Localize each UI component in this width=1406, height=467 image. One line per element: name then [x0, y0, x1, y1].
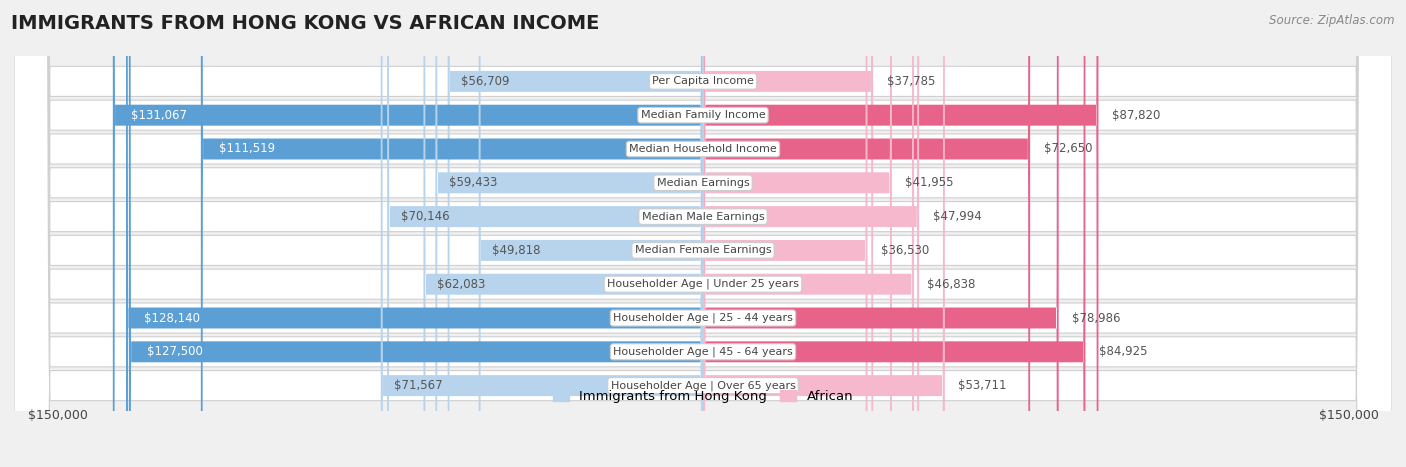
- Text: Householder Age | 25 - 44 years: Householder Age | 25 - 44 years: [613, 313, 793, 323]
- FancyBboxPatch shape: [14, 0, 1392, 467]
- FancyBboxPatch shape: [387, 0, 703, 467]
- FancyBboxPatch shape: [478, 0, 703, 467]
- FancyBboxPatch shape: [129, 0, 703, 467]
- Text: $150,000: $150,000: [1319, 409, 1378, 422]
- FancyBboxPatch shape: [14, 0, 1392, 467]
- Text: Median Male Earnings: Median Male Earnings: [641, 212, 765, 222]
- Text: $111,519: $111,519: [219, 142, 276, 156]
- FancyBboxPatch shape: [436, 0, 703, 467]
- Text: $127,500: $127,500: [146, 345, 202, 358]
- Text: Source: ZipAtlas.com: Source: ZipAtlas.com: [1270, 14, 1395, 27]
- Text: $47,994: $47,994: [932, 210, 981, 223]
- FancyBboxPatch shape: [703, 0, 1059, 467]
- FancyBboxPatch shape: [703, 0, 873, 467]
- Text: $46,838: $46,838: [928, 278, 976, 290]
- FancyBboxPatch shape: [14, 0, 1392, 467]
- FancyBboxPatch shape: [703, 0, 1098, 467]
- FancyBboxPatch shape: [201, 0, 703, 467]
- Text: Median Female Earnings: Median Female Earnings: [634, 245, 772, 255]
- FancyBboxPatch shape: [447, 0, 703, 467]
- Text: $49,818: $49,818: [492, 244, 541, 257]
- Text: $78,986: $78,986: [1073, 311, 1121, 325]
- FancyBboxPatch shape: [423, 0, 703, 467]
- Text: $128,140: $128,140: [143, 311, 200, 325]
- Text: $62,083: $62,083: [437, 278, 485, 290]
- Text: $36,530: $36,530: [882, 244, 929, 257]
- FancyBboxPatch shape: [703, 0, 868, 467]
- Text: Householder Age | 45 - 64 years: Householder Age | 45 - 64 years: [613, 347, 793, 357]
- FancyBboxPatch shape: [14, 0, 1392, 467]
- FancyBboxPatch shape: [14, 0, 1392, 467]
- Text: $131,067: $131,067: [131, 109, 187, 122]
- FancyBboxPatch shape: [14, 0, 1392, 467]
- Text: Householder Age | Over 65 years: Householder Age | Over 65 years: [610, 380, 796, 391]
- Text: Median Household Income: Median Household Income: [628, 144, 778, 154]
- FancyBboxPatch shape: [703, 0, 891, 467]
- Text: Median Earnings: Median Earnings: [657, 178, 749, 188]
- Text: $41,955: $41,955: [905, 177, 953, 189]
- Text: $70,146: $70,146: [401, 210, 450, 223]
- FancyBboxPatch shape: [14, 0, 1392, 467]
- Text: Householder Age | Under 25 years: Householder Age | Under 25 years: [607, 279, 799, 290]
- Text: $150,000: $150,000: [28, 409, 87, 422]
- Text: $53,711: $53,711: [959, 379, 1007, 392]
- Text: $72,650: $72,650: [1043, 142, 1092, 156]
- Text: $84,925: $84,925: [1099, 345, 1147, 358]
- Text: $87,820: $87,820: [1112, 109, 1160, 122]
- Text: $37,785: $37,785: [887, 75, 935, 88]
- FancyBboxPatch shape: [703, 0, 914, 467]
- FancyBboxPatch shape: [127, 0, 703, 467]
- FancyBboxPatch shape: [703, 0, 1031, 467]
- FancyBboxPatch shape: [14, 0, 1392, 467]
- Text: Median Family Income: Median Family Income: [641, 110, 765, 120]
- FancyBboxPatch shape: [112, 0, 703, 467]
- Text: $56,709: $56,709: [461, 75, 509, 88]
- Text: IMMIGRANTS FROM HONG KONG VS AFRICAN INCOME: IMMIGRANTS FROM HONG KONG VS AFRICAN INC…: [11, 14, 599, 33]
- FancyBboxPatch shape: [14, 0, 1392, 467]
- Text: $71,567: $71,567: [394, 379, 443, 392]
- FancyBboxPatch shape: [14, 0, 1392, 467]
- Text: Per Capita Income: Per Capita Income: [652, 77, 754, 86]
- FancyBboxPatch shape: [703, 0, 1085, 467]
- Text: $59,433: $59,433: [449, 177, 498, 189]
- FancyBboxPatch shape: [381, 0, 703, 467]
- FancyBboxPatch shape: [703, 0, 920, 467]
- Legend: Immigrants from Hong Kong, African: Immigrants from Hong Kong, African: [547, 384, 859, 408]
- FancyBboxPatch shape: [703, 0, 945, 467]
